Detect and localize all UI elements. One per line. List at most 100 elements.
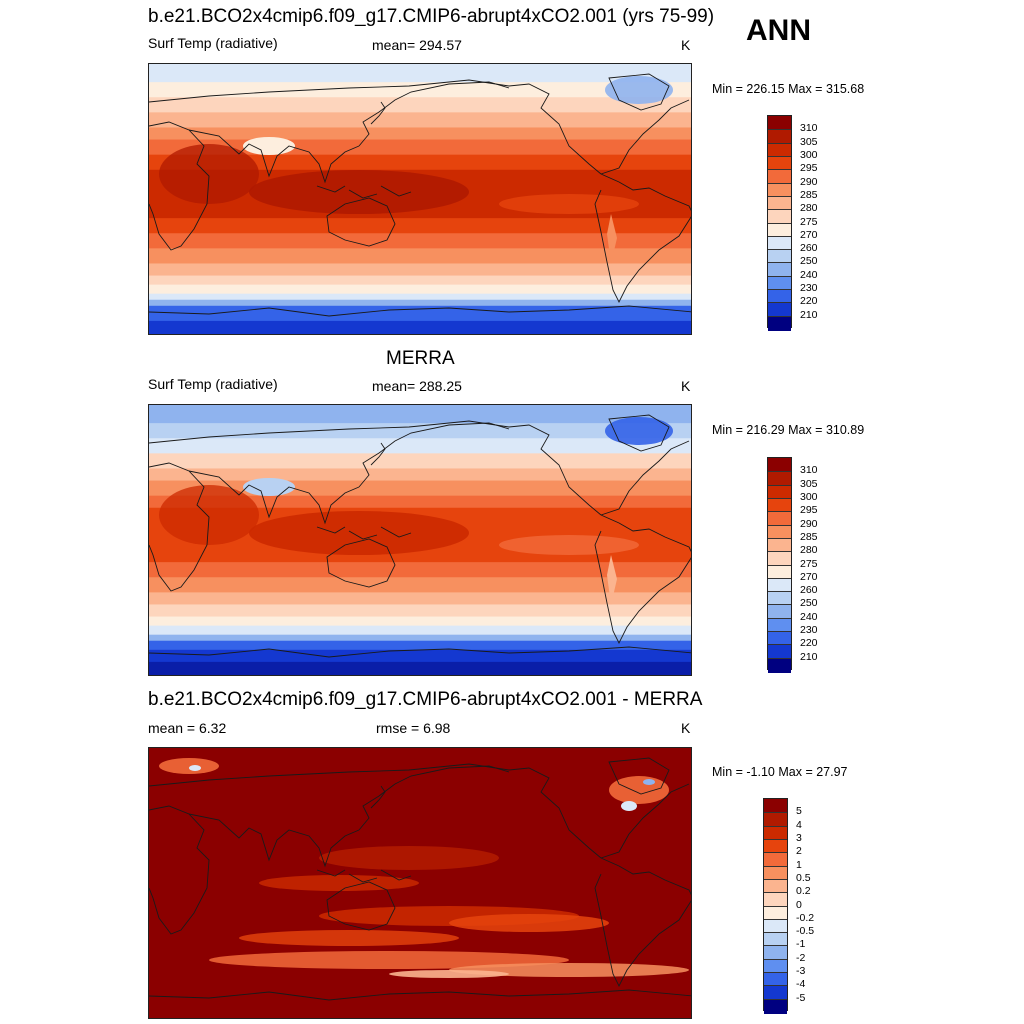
colorbar-swatch	[768, 116, 791, 130]
colorbar-swatch	[768, 302, 791, 318]
map-diff	[148, 747, 692, 1019]
colorbar-tick-label: 220	[800, 637, 818, 650]
colorbar-swatch	[764, 878, 787, 894]
colorbar-swatch	[764, 972, 787, 987]
colorbar-tick-label: 3	[796, 831, 802, 844]
colorbar-swatch	[764, 998, 787, 1014]
colorbar-tick-label: 295	[800, 162, 818, 175]
colorbar-swatch	[768, 591, 791, 607]
colorbar-tick-label: -3	[796, 965, 806, 978]
colorbar-tick-label: 240	[800, 268, 818, 281]
colorbar-model: 310 305 300 295 290 285 280 275 270 260 250 240 230 2…	[767, 115, 827, 331]
colorbar-swatch	[764, 918, 787, 934]
colorbar-tick-label: 285	[800, 530, 818, 543]
colorbar-tick-label: 230	[800, 282, 818, 295]
colorbar-swatch	[768, 657, 791, 673]
colorbar-tick-label: 310	[800, 122, 818, 135]
colorbar-tick-label: 270	[800, 228, 818, 241]
rmse-label-diff: rmse = 6.98	[376, 720, 451, 736]
colorbar-swatch	[768, 617, 791, 633]
minmax-label-model: Min = 226.15 Max = 315.68	[712, 82, 865, 96]
units-label-model: K	[681, 37, 691, 53]
colorbar-swatch	[768, 484, 791, 500]
units-label-obs: K	[681, 378, 691, 394]
colorbar-tick-label: -2	[796, 951, 806, 964]
colorbar-swatch	[768, 235, 791, 251]
colorbar-tick-label: 305	[800, 477, 818, 490]
colorbar-tick-label: 220	[800, 295, 818, 308]
map-model	[148, 63, 692, 335]
colorbar-tick-label: 260	[800, 584, 818, 597]
colorbar-swatch	[768, 155, 791, 171]
colorbar-tick-label: 5	[796, 805, 802, 818]
colorbar-swatch	[768, 577, 791, 593]
colorbar-tick-label: 275	[800, 215, 818, 228]
mean-label-model: mean= 294.57	[372, 37, 462, 53]
map-field	[149, 405, 691, 675]
colorbar-tick-label: 300	[800, 148, 818, 161]
colorbar-swatch	[768, 222, 791, 238]
panel-title-obs: MERRA	[386, 348, 455, 369]
minmax-label-diff: Min = -1.10 Max = 27.97	[712, 765, 848, 779]
colorbar-swatch	[768, 631, 791, 646]
colorbar-tick-label: 280	[800, 544, 818, 557]
colorbar-tick-label: 0.5	[796, 871, 811, 884]
colorbar-swatch	[768, 315, 791, 331]
colorbar-swatch	[768, 129, 791, 145]
variable-label-obs: Surf Temp (radiative)	[148, 376, 278, 392]
colorbar-swatch	[768, 262, 791, 278]
colorbar-tick-label: 290	[800, 517, 818, 530]
colorbar-swatch	[768, 249, 791, 265]
colorbar-swatch	[768, 471, 791, 487]
colorbar-swatch	[768, 524, 791, 540]
colorbar-swatch	[764, 932, 787, 948]
colorbar-tick-label: -0.2	[796, 911, 815, 924]
colorbar-obs: 310 305 300 295 290 285 280 275 270 260 250 240 230 2…	[767, 457, 827, 673]
colorbar-swatch	[764, 958, 787, 974]
colorbar-tick-label: 240	[800, 610, 818, 623]
units-label-diff: K	[681, 720, 691, 736]
colorbar-tick-label: 290	[800, 175, 818, 188]
colorbar-swatch	[768, 497, 791, 513]
colorbar-swatch	[768, 209, 791, 225]
colorbar-tick-label: 0	[796, 898, 802, 911]
colorbar-tick-label: -0.5	[796, 925, 815, 938]
colorbar-tick-label: 270	[800, 570, 818, 583]
colorbar-swatch	[768, 142, 791, 158]
colorbar-swatches	[767, 457, 792, 673]
colorbar-swatch	[764, 852, 787, 868]
colorbar-tick-label: 310	[800, 464, 818, 477]
colorbar-swatch	[768, 511, 791, 527]
colorbar-swatch	[768, 195, 791, 211]
colorbar-swatch	[764, 865, 787, 881]
colorbar-swatch	[768, 537, 791, 553]
colorbar-swatch	[768, 289, 791, 304]
map-field	[149, 748, 691, 1018]
colorbar-tick-label: 250	[800, 597, 818, 610]
colorbar-swatch	[764, 838, 787, 854]
colorbar-tick-label: 260	[800, 242, 818, 255]
colorbar-swatch	[764, 985, 787, 1001]
colorbar-diff: 5 4 3 2 1 0.5 0.2 0 -0.2 -0.5 -1 -2 -3 -4 -5	[763, 798, 823, 1014]
colorbar-swatch	[768, 182, 791, 198]
colorbar-swatches	[763, 798, 788, 1014]
colorbar-tick-label: 300	[800, 490, 818, 503]
colorbar-tick-label: -4	[796, 978, 806, 991]
colorbar-tick-label: 1	[796, 858, 802, 871]
colorbar-swatch	[764, 905, 787, 921]
colorbar-tick-label: 210	[800, 650, 818, 663]
mean-label-obs: mean= 288.25	[372, 378, 462, 394]
colorbar-swatch	[764, 892, 787, 908]
colorbar-tick-label: 250	[800, 255, 818, 268]
colorbar-swatch	[768, 458, 791, 472]
colorbar-swatch	[764, 825, 787, 841]
colorbar-tick-label: 210	[800, 308, 818, 321]
variable-label-model: Surf Temp (radiative)	[148, 35, 278, 51]
colorbar-swatch	[768, 604, 791, 620]
map-field	[149, 64, 691, 334]
colorbar-tick-label: 2	[796, 845, 802, 858]
colorbar-swatch	[768, 564, 791, 580]
colorbar-tick-label: 4	[796, 818, 802, 831]
mean-label-diff: mean = 6.32	[148, 720, 227, 736]
colorbar-swatch	[768, 275, 791, 291]
